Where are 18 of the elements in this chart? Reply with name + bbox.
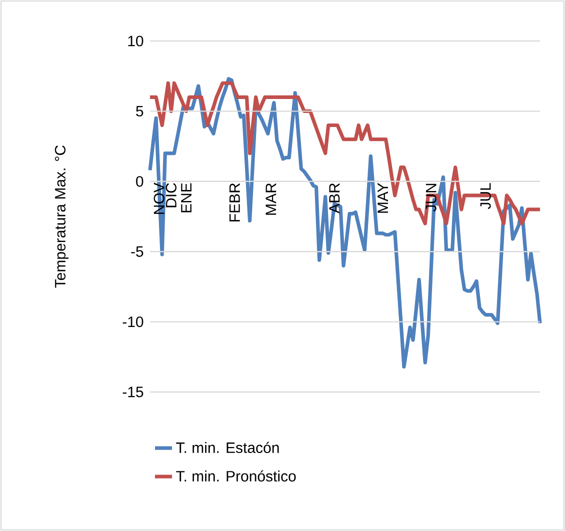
x-tick-label: ENE <box>181 183 192 212</box>
y-tick-label: 10 <box>128 36 144 46</box>
x-tick-label: JUN <box>426 184 436 212</box>
legend-label: T. min. Pronóstico <box>176 470 296 482</box>
x-tick-label: ABR <box>329 183 340 214</box>
y-tick-label: -15 <box>122 386 144 398</box>
legend-label: T. min. Estacón <box>176 442 279 453</box>
x-tick-label: MAY <box>378 182 388 213</box>
x-tick-label: JUL <box>480 183 491 210</box>
y-tick-label: -10 <box>122 316 144 328</box>
y-axis-title: Temperatura Max. °C <box>54 145 68 288</box>
y-tick-label: 5 <box>136 106 144 116</box>
x-tick-label: DIC <box>166 183 176 208</box>
y-tick-label: -5 <box>131 246 144 257</box>
x-tick-label: NOV <box>154 182 164 214</box>
x-tick-label: FEBR <box>230 183 240 222</box>
x-tick-label: MAR <box>266 183 276 215</box>
y-tick-label: 0 <box>136 176 144 187</box>
